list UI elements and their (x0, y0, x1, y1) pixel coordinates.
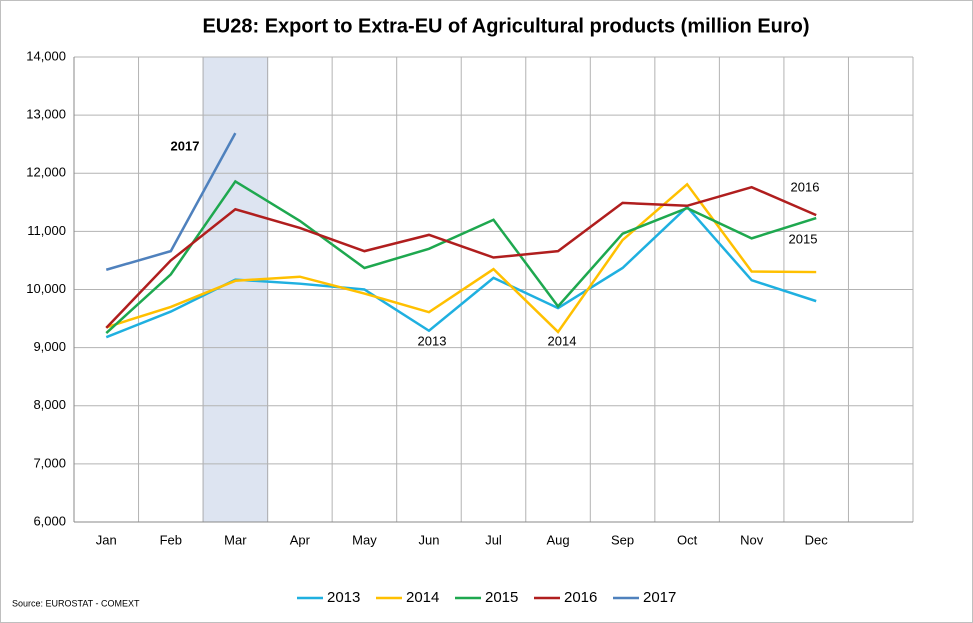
legend-label: 2017 (643, 589, 676, 606)
annotation: 2014 (548, 333, 577, 348)
x-tick-label: Oct (677, 532, 698, 547)
y-tick-label: 6,000 (33, 513, 66, 528)
legend-label: 2015 (485, 589, 518, 606)
x-tick-label: Jan (96, 532, 117, 547)
y-tick-label: 9,000 (33, 339, 66, 354)
series-line (105, 179, 817, 335)
y-tick-label: 10,000 (26, 281, 66, 296)
y-tick-label: 8,000 (33, 397, 66, 412)
legend-label: 2016 (564, 589, 597, 606)
x-tick-label: Mar (224, 532, 247, 547)
x-tick-label: Feb (160, 532, 182, 547)
series-line (105, 185, 817, 329)
source-note: Source: EUROSTAT - COMEXT (12, 598, 140, 608)
annotation: 2013 (418, 333, 447, 348)
y-tick-label: 11,000 (27, 223, 66, 238)
y-tick-label: 7,000 (33, 455, 66, 470)
series-line (105, 132, 237, 271)
x-tick-label: Aug (546, 532, 569, 547)
series-line (105, 182, 817, 334)
x-tick-label: Nov (740, 532, 764, 547)
y-tick-label: 13,000 (26, 107, 66, 122)
x-tick-label: Jun (418, 532, 439, 547)
x-tick-label: Dec (805, 532, 829, 547)
x-tick-label: Sep (611, 532, 634, 547)
x-tick-label: Apr (290, 532, 311, 547)
annotation: 2017 (171, 138, 200, 153)
legend-label: 2014 (406, 589, 439, 606)
legend-label: 2013 (327, 589, 360, 606)
y-tick-label: 12,000 (26, 165, 66, 180)
chart-title: EU28: Export to Extra-EU of Agricultural… (202, 15, 809, 37)
annotation: 2016 (791, 179, 820, 194)
y-tick-label: 14,000 (26, 48, 66, 63)
annotation: 2015 (789, 231, 818, 246)
x-tick-label: Jul (485, 532, 502, 547)
x-tick-label: May (352, 532, 377, 547)
